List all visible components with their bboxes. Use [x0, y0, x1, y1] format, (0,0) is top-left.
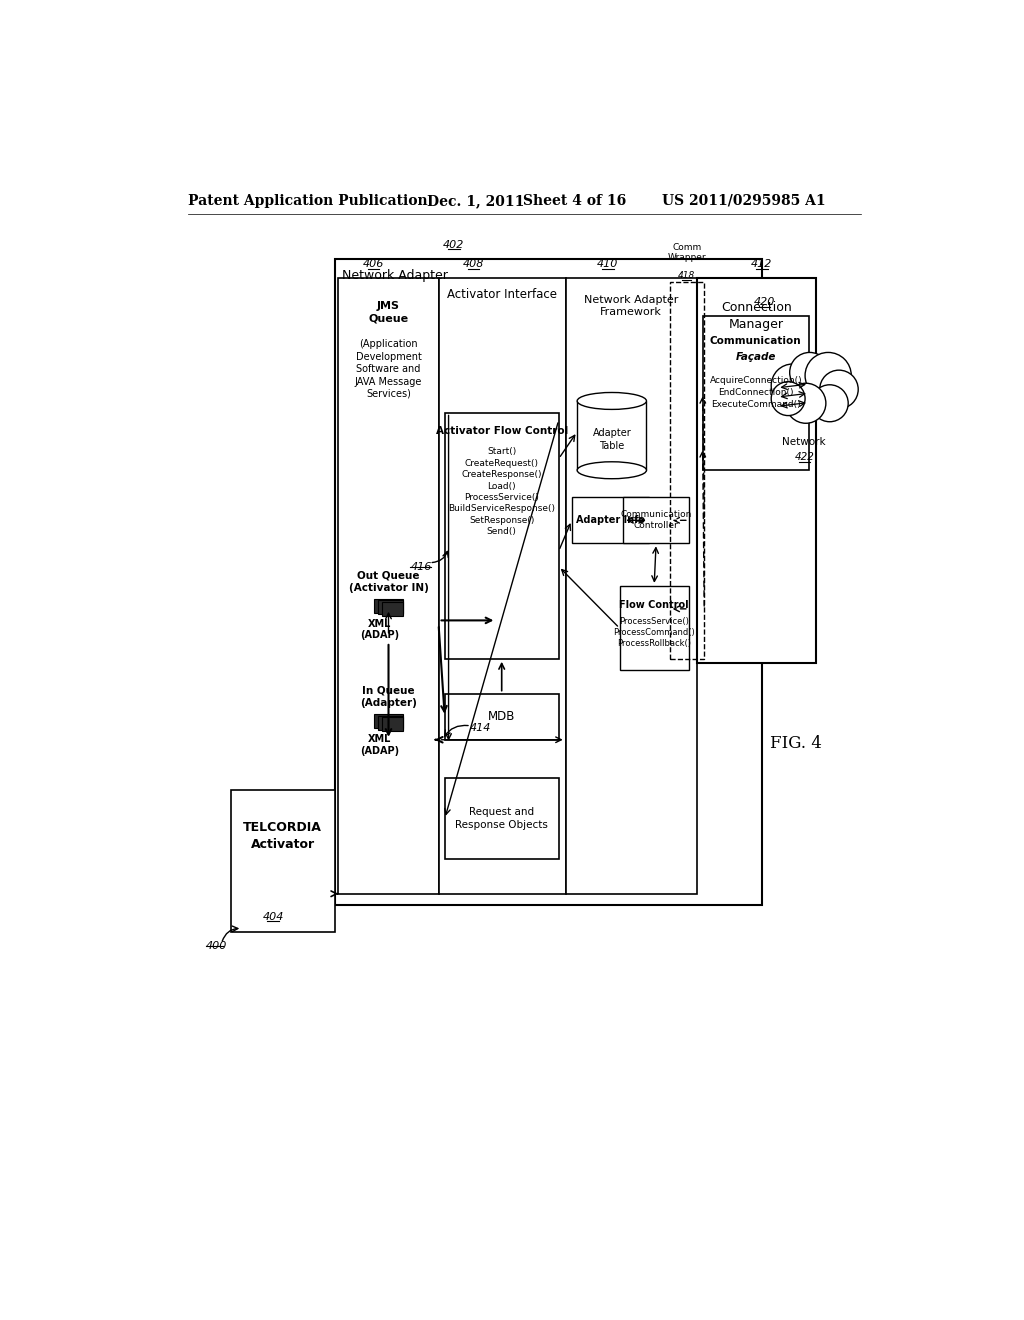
Bar — [378, 715, 403, 730]
Bar — [565, 277, 696, 894]
Text: MDB: MDB — [488, 710, 515, 723]
Text: US 2011/0295985 A1: US 2011/0295985 A1 — [662, 194, 825, 207]
Bar — [696, 277, 816, 663]
Text: 400: 400 — [206, 941, 227, 952]
Text: (ADAP): (ADAP) — [359, 746, 398, 756]
Text: Request and
Response Objects: Request and Response Objects — [456, 807, 548, 830]
Bar — [382, 718, 403, 731]
Text: Dec. 1, 2011: Dec. 1, 2011 — [427, 194, 524, 207]
Text: Start()
CreateRequest()
CreateResponse()
Load()
ProcessService()
BuildServiceRes: Start() CreateRequest() CreateResponse()… — [449, 447, 555, 536]
Text: Network Adapter
Framework: Network Adapter Framework — [584, 294, 678, 317]
Text: TELCORDIA
Activator: TELCORDIA Activator — [243, 821, 323, 850]
Text: Flow Control: Flow Control — [620, 599, 689, 610]
Text: In Queue
(Adapter): In Queue (Adapter) — [360, 686, 417, 709]
Text: Activator Flow Control: Activator Flow Control — [435, 426, 568, 437]
Bar — [578, 401, 646, 470]
Text: Comm
Wrapper: Comm Wrapper — [668, 243, 707, 263]
Bar — [374, 599, 403, 612]
Bar — [438, 277, 565, 894]
Text: 420: 420 — [754, 297, 775, 308]
Bar — [378, 601, 403, 614]
Bar — [444, 693, 559, 739]
Text: Communication: Communication — [710, 335, 802, 346]
Text: Out Queue
(Activator IN): Out Queue (Activator IN) — [348, 570, 428, 593]
Circle shape — [771, 381, 805, 416]
Circle shape — [819, 370, 858, 409]
Text: XML: XML — [368, 734, 391, 744]
Text: JMS
Queue: JMS Queue — [369, 301, 409, 323]
Bar — [230, 789, 335, 932]
Bar — [339, 277, 438, 894]
Text: Adapter
Table: Adapter Table — [593, 428, 631, 450]
Bar — [620, 586, 689, 671]
Circle shape — [811, 385, 848, 422]
Bar — [444, 413, 559, 659]
Text: Façade: Façade — [735, 352, 776, 363]
Circle shape — [771, 364, 814, 407]
Ellipse shape — [578, 462, 646, 479]
Text: 412: 412 — [752, 259, 773, 269]
Text: AcquireConnection()
EndConnection()
ExecuteCommand(): AcquireConnection() EndConnection() Exec… — [710, 376, 802, 409]
Bar — [444, 779, 559, 859]
Bar — [374, 714, 403, 729]
Text: (ADAP): (ADAP) — [359, 631, 398, 640]
Text: 416: 416 — [411, 561, 432, 572]
Bar — [335, 259, 762, 906]
Bar — [571, 498, 649, 544]
Text: (Application
Development
Software and
JAVA Message
Services): (Application Development Software and JA… — [355, 339, 422, 399]
Text: Adapter Info: Adapter Info — [575, 515, 645, 525]
Text: ProcessService()
ProcessCommand()
ProcessRollback(): ProcessService() ProcessCommand() Proces… — [613, 616, 695, 648]
Text: XML: XML — [368, 619, 391, 628]
Text: 422: 422 — [795, 453, 814, 462]
Text: FIG. 4: FIG. 4 — [770, 735, 821, 752]
Text: Connection
Manager: Connection Manager — [721, 301, 792, 331]
Text: Activator Interface: Activator Interface — [447, 288, 557, 301]
Text: Communication
Controller: Communication Controller — [621, 511, 692, 531]
Text: 414: 414 — [470, 723, 492, 733]
Text: 410: 410 — [597, 259, 618, 269]
Text: Network Adapter: Network Adapter — [342, 269, 449, 282]
Text: 406: 406 — [362, 259, 384, 269]
Text: Patent Application Publication: Patent Application Publication — [188, 194, 428, 207]
Text: 408: 408 — [463, 259, 484, 269]
Text: Sheet 4 of 16: Sheet 4 of 16 — [523, 194, 627, 207]
Circle shape — [785, 383, 826, 424]
Circle shape — [805, 352, 851, 399]
Bar — [670, 281, 705, 659]
Text: 404: 404 — [262, 912, 284, 921]
Text: 418: 418 — [678, 271, 695, 280]
Circle shape — [790, 352, 829, 392]
Bar — [382, 602, 403, 615]
Bar — [624, 498, 689, 544]
Ellipse shape — [578, 392, 646, 409]
Text: Network: Network — [782, 437, 826, 447]
Bar — [702, 317, 809, 470]
Text: 402: 402 — [443, 240, 465, 249]
